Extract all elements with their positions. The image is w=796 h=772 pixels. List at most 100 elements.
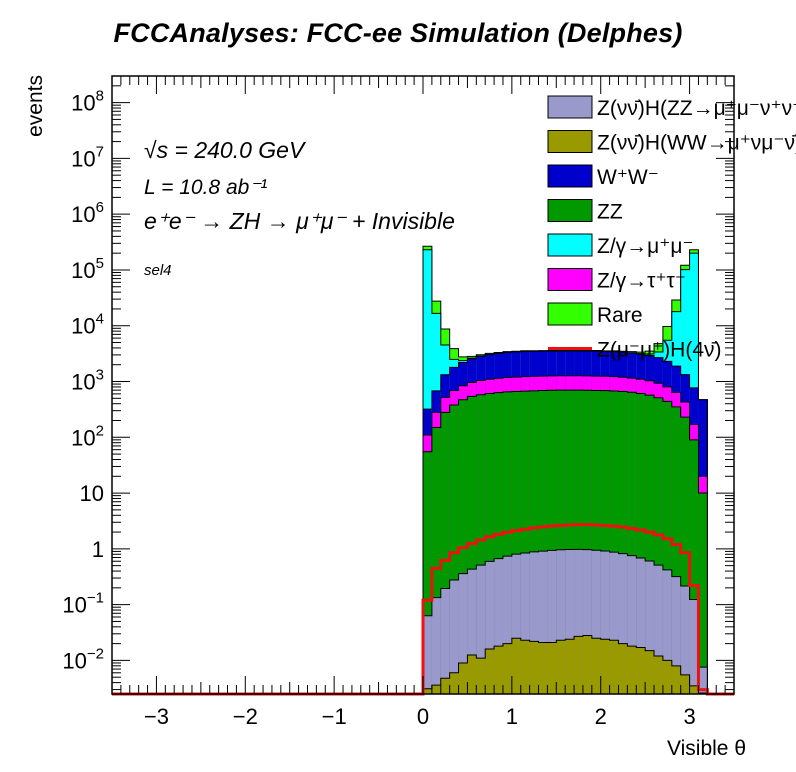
- legend-label-2: W⁺W⁻: [597, 166, 659, 189]
- bar-1-18: [582, 549, 592, 694]
- annotation-selection: sel4: [144, 262, 172, 279]
- outline-0: [422, 634, 708, 694]
- bar-1-13: [538, 551, 548, 694]
- bar-3-23: [627, 392, 637, 694]
- bar-1-21: [609, 552, 619, 694]
- bar-1-11: [520, 552, 530, 694]
- outline-3: [422, 389, 708, 694]
- bar-0-9: [502, 643, 512, 694]
- bar-1-9: [502, 556, 512, 694]
- series-0: [422, 634, 708, 694]
- annotation-lumi: L = 10.8 ab⁻¹: [144, 176, 267, 199]
- bar-0-7: [485, 649, 495, 694]
- outline-1: [422, 548, 708, 694]
- bar-0-8: [494, 646, 503, 694]
- bar-3-14: [547, 390, 557, 694]
- legend-swatch-2: [547, 164, 593, 188]
- y-tick-label-6: 104: [71, 311, 104, 339]
- legend-swatch-6: [547, 302, 593, 326]
- outline-4: [422, 375, 708, 694]
- y-tick-label-5: 103: [71, 367, 104, 395]
- x-tick-label-2: −1: [322, 704, 347, 729]
- y-tick-label-3: 10: [80, 481, 104, 506]
- bar-3-10: [511, 391, 521, 694]
- annotation-sqrts: √s = 240.0 GeV: [144, 137, 307, 163]
- y-tick-label-9: 107: [71, 143, 104, 171]
- bar-0-21: [609, 640, 619, 694]
- bar-3-7: [485, 393, 495, 694]
- bar-3-17: [574, 390, 583, 694]
- bar-0-13: [538, 642, 548, 694]
- chart-title: FCCAnalyses: FCC-ee Simulation (Delphes): [113, 18, 683, 48]
- legend-label-0: Z(νν̄)H(ZZ→μ⁺μ⁻ν⁺ν⁻): [597, 97, 796, 120]
- bar-0-10: [511, 638, 521, 694]
- bar-0-24: [636, 647, 646, 694]
- bar-1-0: [423, 615, 432, 694]
- bar-0-28: [671, 665, 681, 694]
- bar-3-6: [476, 394, 486, 694]
- bar-1-24: [636, 557, 646, 694]
- x-tick-label-5: 2: [595, 704, 607, 729]
- bar-3-31: [698, 493, 708, 694]
- bar-3-28: [671, 406, 681, 694]
- x-axis-label: Visible θ: [667, 737, 746, 760]
- bar-1-31: [698, 667, 708, 694]
- bar-3-11: [520, 391, 530, 694]
- bar-3-27: [662, 401, 672, 694]
- bar-3-13: [538, 390, 548, 694]
- bar-1-5: [467, 569, 477, 694]
- legend-item-4: Z/γ→μ⁺μ⁻: [547, 233, 694, 258]
- bar-0-29: [680, 674, 690, 694]
- y-tick-label-8: 106: [71, 199, 104, 227]
- y-tick-label-10: 108: [71, 88, 104, 116]
- bar-0-30: [689, 685, 699, 694]
- bar-1-20: [600, 551, 610, 694]
- bar-1-10: [511, 554, 521, 694]
- legend-label-5: Z/γ→τ⁺τ⁻: [597, 270, 686, 293]
- bar-3-25: [645, 395, 655, 694]
- bar-0-19: [591, 638, 601, 694]
- legend-label-3: ZZ: [597, 201, 623, 224]
- bar-0-0: [423, 688, 432, 694]
- bar-3-18: [582, 390, 592, 694]
- legend-label-7: Z(μ⁻μ⁺)H(4ν̄): [597, 339, 722, 362]
- histogram-stack: [422, 245, 708, 695]
- signal-overlay: [112, 523, 734, 696]
- bar-1-28: [671, 576, 681, 694]
- legend-item-6: Rare: [547, 302, 643, 327]
- bar-0-16: [565, 639, 575, 694]
- bar-0-18: [582, 635, 592, 694]
- bar-3-29: [680, 417, 690, 694]
- bar-0-5: [467, 655, 477, 694]
- bar-3-19: [591, 390, 601, 694]
- bar-1-27: [662, 569, 672, 694]
- bar-1-30: [689, 599, 699, 694]
- bar-1-7: [485, 561, 495, 694]
- bar-3-16: [565, 390, 575, 694]
- annotation-process: e⁺e⁻ → ZH → μ⁺μ⁻ + Invisible: [144, 208, 455, 234]
- bar-0-14: [547, 642, 557, 694]
- legend-item-1: Z(νν̄)H(WW→μ⁺νμ⁻ν̄): [547, 130, 796, 155]
- outline-5: [422, 350, 708, 694]
- legend-swatch-1: [547, 130, 593, 153]
- y-tick-label-2: 1: [92, 537, 104, 562]
- legend-swatch-4: [547, 233, 593, 257]
- bar-1-14: [547, 550, 557, 694]
- y-tick-label-0: 10−2: [62, 645, 104, 673]
- bar-3-22: [618, 391, 628, 694]
- x-tick-label-1: −2: [233, 704, 258, 729]
- legend-label-1: Z(νν̄)H(WW→μ⁺νμ⁻ν̄): [597, 132, 796, 155]
- x-tick-label-6: 3: [683, 704, 695, 729]
- bar-0-2: [440, 678, 450, 694]
- bar-1-19: [591, 550, 601, 694]
- legend: Z(νν̄)H(ZZ→μ⁺μ⁻ν⁺ν⁻) Z(νν̄)H(WW→μ⁺νμ⁻ν̄) W…: [547, 95, 796, 362]
- bar-3-12: [529, 390, 539, 694]
- legend-label-4: Z/γ→μ⁺μ⁻: [597, 235, 694, 258]
- bar-1-26: [654, 565, 663, 694]
- bar-0-3: [449, 672, 459, 694]
- bar-3-1: [431, 427, 441, 694]
- legend-label-6: Rare: [597, 304, 643, 327]
- bar-1-8: [494, 558, 503, 694]
- bar-1-23: [627, 555, 637, 694]
